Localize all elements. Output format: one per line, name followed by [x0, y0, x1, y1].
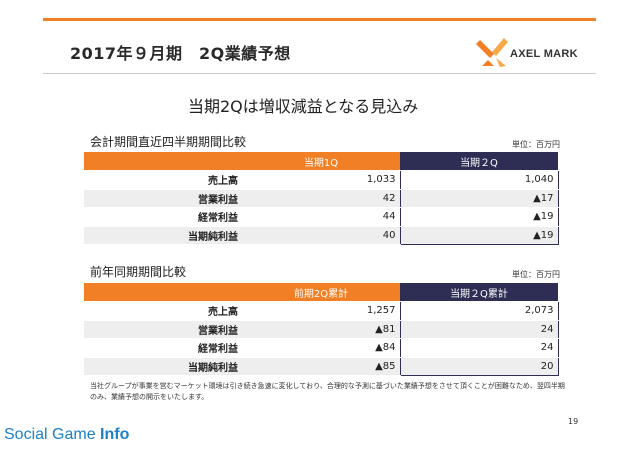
page-number: 19 — [568, 417, 579, 426]
watermark-suffix: Info — [100, 426, 130, 443]
row-label: 売上高 — [84, 301, 242, 321]
table1-header-col1: 当期1Q — [242, 152, 400, 171]
row-value-col2: ▲19 — [399, 207, 559, 227]
table1-header-col2: 当期２Q — [400, 152, 558, 171]
table-row: 経常利益 ▲84 24 — [84, 338, 559, 358]
row-value-col2: ▲17 — [399, 189, 559, 208]
row-value-col1: ▲85 — [242, 357, 400, 376]
row-label: 営業利益 — [84, 320, 242, 339]
row-value-col2: 2,073 — [399, 301, 559, 321]
watermark-prefix: Social Game — [4, 426, 101, 443]
table2-header-row: 前期2Q累計 当期２Q累計 — [84, 283, 558, 302]
table-row: 売上高 1,033 1,040 — [84, 170, 559, 190]
table2-header-col1: 前期2Q累計 — [242, 283, 400, 302]
row-label: 経常利益 — [84, 338, 242, 358]
row-value-col1: ▲84 — [242, 338, 400, 358]
row-value-col1: 1,033 — [242, 170, 400, 190]
slide-subtitle: 当期2Qは増収減益となる見込み — [188, 97, 419, 116]
table1-header-blank — [84, 152, 242, 171]
top-accent-rule — [43, 18, 596, 21]
row-label: 営業利益 — [84, 189, 242, 208]
table-row: 当期純利益 ▲85 20 — [84, 357, 559, 376]
disclaimer-note: 当社グループが事業を営むマーケット環境は引き続き急速に変化しており、合理的な予測… — [90, 382, 565, 401]
row-value-col1: 40 — [242, 226, 400, 245]
row-value-col2: 24 — [399, 320, 559, 339]
table2-header-col2: 当期２Q累計 — [400, 283, 558, 302]
table2-unit: 単位：百万円 — [512, 270, 560, 279]
row-value-col2: 1,040 — [399, 170, 559, 190]
row-label: 経常利益 — [84, 207, 242, 227]
logo-text: AXEL MARK — [510, 48, 578, 60]
row-value-col2: 20 — [399, 357, 559, 376]
row-value-col2: 24 — [399, 338, 559, 358]
row-value-col1: 42 — [242, 189, 400, 208]
table-row: 当期純利益 40 ▲19 — [84, 226, 559, 245]
table2-yoy-comparison: 前期2Q累計 当期２Q累計 売上高 1,257 2,073 営業利益 ▲81 2… — [84, 283, 559, 376]
table1-quarter-comparison: 当期1Q 当期２Q 売上高 1,033 1,040 営業利益 42 ▲17 経常… — [84, 152, 559, 245]
slide-title: 2017年９月期 2Q業績予想 — [70, 44, 291, 63]
row-value-col1: 1,257 — [242, 301, 400, 321]
table2-header-blank — [84, 283, 242, 302]
header-divider — [43, 73, 596, 74]
table2-title: 前年同期期間比較 — [90, 265, 187, 279]
row-value-col1: ▲81 — [242, 320, 400, 339]
table-row: 経常利益 44 ▲19 — [84, 207, 559, 227]
axelmark-mark-icon — [476, 38, 508, 67]
table1-header-row: 当期1Q 当期２Q — [84, 152, 558, 171]
table1-unit: 単位：百万円 — [512, 140, 560, 149]
table-row: 営業利益 ▲81 24 — [84, 320, 559, 339]
table-row: 営業利益 42 ▲17 — [84, 189, 559, 208]
row-label: 当期純利益 — [84, 357, 242, 376]
source-watermark: Social Game Info — [4, 426, 129, 444]
row-value-col1: 44 — [242, 207, 400, 227]
row-label: 売上高 — [84, 170, 242, 190]
table1-title: 会計期間直近四半期期間比較 — [90, 135, 247, 149]
row-label: 当期純利益 — [84, 226, 242, 245]
row-value-col2: ▲19 — [399, 226, 559, 245]
axelmark-logo — [476, 38, 508, 67]
table-row: 売上高 1,257 2,073 — [84, 301, 559, 321]
